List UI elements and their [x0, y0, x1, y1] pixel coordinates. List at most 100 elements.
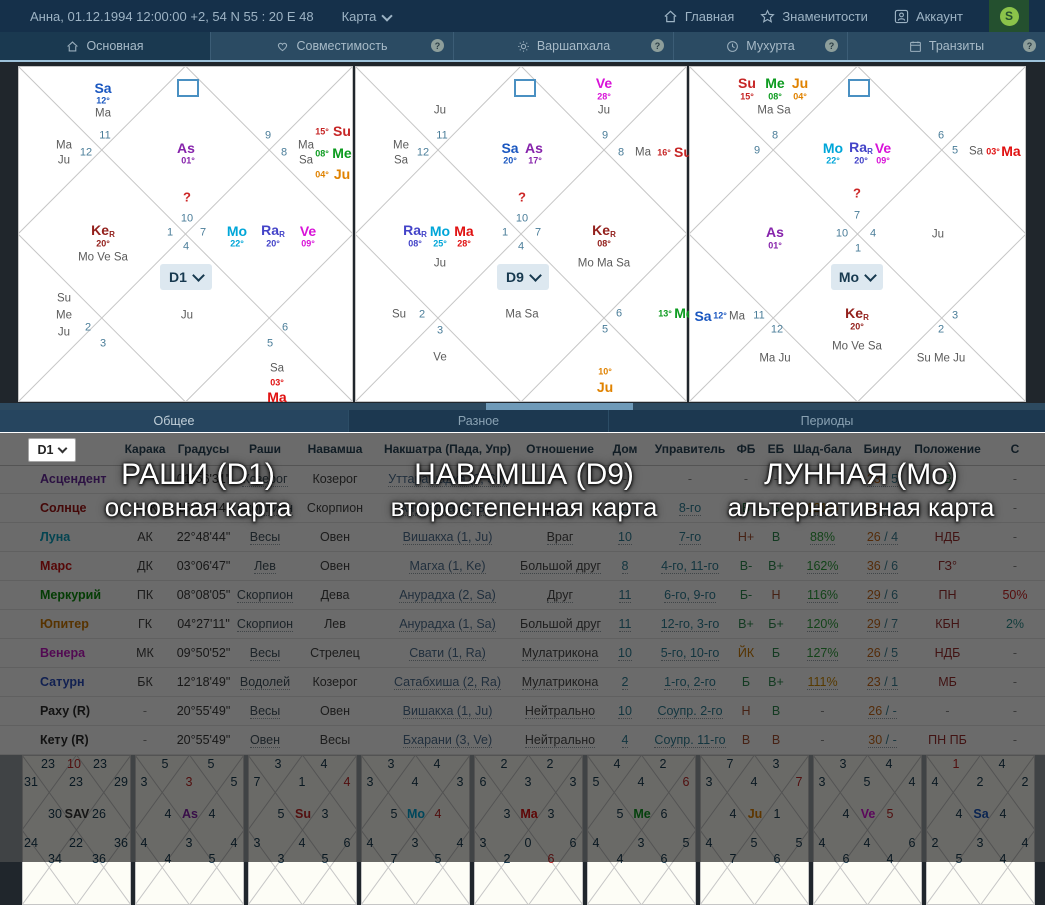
- table-cell[interactable]: 30 / -: [868, 733, 897, 748]
- table-cell[interactable]: 4-го, 11-го: [661, 559, 719, 574]
- table-cell[interactable]: Водолей: [239, 675, 291, 690]
- nav-account[interactable]: Аккаунт: [894, 9, 963, 24]
- table-cell[interactable]: 36 / 6: [866, 559, 899, 574]
- table-cell[interactable]: 10: [618, 646, 632, 661]
- table-cell[interactable]: Соупр. 11-го: [654, 733, 726, 748]
- table-cell[interactable]: 11: [618, 501, 632, 516]
- table-cell[interactable]: 23 / 5: [866, 472, 899, 487]
- table-cell[interactable]: Большой друг: [520, 617, 602, 632]
- chart-variant-select-mo[interactable]: Mo: [831, 264, 883, 290]
- table-cell[interactable]: Вишакха (1, Ju): [402, 704, 493, 719]
- table-cell[interactable]: 23 / 1: [866, 675, 899, 690]
- table-cell[interactable]: Сатабхиша (2, Ra): [393, 675, 501, 690]
- table-cell[interactable]: Анурадха (1, Sa): [399, 617, 496, 632]
- table-cell[interactable]: 120%: [806, 617, 839, 632]
- table-cell[interactable]: Нейтрально: [524, 704, 596, 719]
- table-cell[interactable]: 8: [621, 559, 629, 574]
- planet-degree: 01°: [768, 240, 782, 251]
- chart-checkbox[interactable]: [514, 79, 536, 97]
- tab-muhurta[interactable]: Мухурта ?: [673, 32, 847, 60]
- table-cell[interactable]: Весы: [249, 530, 281, 545]
- mini-chart-ma: 2 2 6 3 3 3 Ma 3 3 0 6 2 6: [474, 755, 583, 905]
- table-cell[interactable]: 111%: [807, 675, 838, 690]
- table-cell[interactable]: Лев: [254, 559, 276, 574]
- table-cell[interactable]: Весы: [249, 646, 281, 661]
- table-cell[interactable]: 29 / 7: [866, 617, 899, 632]
- planet-list: Me: [56, 309, 72, 322]
- nav-celebrities[interactable]: Знаменитости: [760, 9, 868, 24]
- table-cell[interactable]: Магха (1, Ke): [409, 559, 486, 574]
- chart-help-question[interactable]: ?: [183, 189, 191, 205]
- chart-menu-button[interactable]: Карта: [342, 9, 394, 24]
- table-cell[interactable]: Мулатрикона: [521, 646, 599, 661]
- table-cell[interactable]: 29 / 6: [866, 588, 899, 603]
- chart-help-question[interactable]: ?: [853, 185, 861, 201]
- help-icon[interactable]: ?: [1023, 39, 1036, 52]
- table-cell[interactable]: 11: [618, 588, 632, 603]
- subtab-misc[interactable]: Разное: [348, 410, 608, 432]
- horizontal-scrollbar[interactable]: [0, 403, 1045, 410]
- nav-home[interactable]: Главная: [663, 9, 734, 24]
- table-cell[interactable]: 26 / 5: [866, 646, 899, 661]
- table-cell[interactable]: 10: [618, 704, 632, 719]
- table-cell[interactable]: 26 / 4: [866, 530, 899, 545]
- table-cell[interactable]: Скорпион: [236, 588, 294, 603]
- tab-transits[interactable]: Транзиты ?: [847, 32, 1045, 60]
- table-cell[interactable]: 121%: [806, 501, 839, 516]
- table-cell[interactable]: Весы: [249, 704, 281, 719]
- table-cell[interactable]: Скорпион: [236, 501, 294, 516]
- table-cell[interactable]: 2: [621, 675, 629, 690]
- table-cell[interactable]: 26 / -: [868, 704, 897, 719]
- mini-chart-sa: 1 4 4 2 2 4 Sa 4 2 3 4 5 4: [926, 755, 1035, 905]
- tab-compatibility[interactable]: Совместимость ?: [210, 32, 453, 60]
- table-cell[interactable]: 4: [621, 733, 629, 748]
- help-icon[interactable]: ?: [825, 39, 838, 52]
- chart-checkbox[interactable]: [177, 79, 199, 97]
- table-cell[interactable]: Анурадха (4, Sa): [399, 501, 496, 516]
- table-cell[interactable]: Анурадха (2, Sa): [399, 588, 496, 603]
- table-cell[interactable]: Свати (1, Ra): [409, 646, 486, 661]
- help-icon[interactable]: ?: [651, 39, 664, 52]
- table-cell[interactable]: 29 / 4: [866, 501, 899, 516]
- tab-main[interactable]: Основная: [0, 32, 210, 60]
- subtab-general[interactable]: Общее: [0, 410, 348, 432]
- chart-help-question[interactable]: ?: [518, 189, 526, 205]
- table-cell[interactable]: Козерог: [242, 472, 288, 487]
- table-cell[interactable]: Соупр. 2-го: [657, 704, 723, 719]
- table-cell: ГК: [137, 617, 153, 631]
- table-cell[interactable]: 1-го, 2-го: [664, 675, 716, 690]
- table-cell[interactable]: Овен: [249, 733, 281, 748]
- table-cell[interactable]: 5-го, 10-го: [660, 646, 720, 661]
- planet-label: Mo: [822, 140, 844, 156]
- help-icon[interactable]: ?: [431, 39, 444, 52]
- table-cell[interactable]: Друг: [546, 501, 574, 516]
- table-cell[interactable]: Скорпион: [236, 617, 294, 632]
- chart-variant-select-d9[interactable]: D9: [497, 264, 549, 290]
- table-cell[interactable]: Друг: [546, 588, 574, 603]
- table-cell[interactable]: 6-го, 9-го: [664, 588, 716, 603]
- table-cell[interactable]: 7-го: [678, 530, 702, 545]
- chart-checkbox[interactable]: [848, 79, 870, 97]
- tab-varshaphala[interactable]: Варшапхала ?: [453, 32, 673, 60]
- nav-home-label: Главная: [684, 8, 735, 24]
- table-chart-select[interactable]: D1: [28, 438, 76, 462]
- table-cell[interactable]: Большой друг: [520, 559, 602, 574]
- table-cell[interactable]: 162%: [806, 559, 839, 574]
- table-cell[interactable]: Нейтрально: [524, 733, 596, 748]
- table-cell[interactable]: Бхарани (3, Ve): [402, 733, 493, 748]
- table-cell[interactable]: 12-го, 3-го: [660, 617, 720, 632]
- table-cell[interactable]: 116%: [806, 588, 839, 603]
- table-cell[interactable]: 11: [618, 617, 632, 632]
- subtab-periods[interactable]: Периоды: [608, 410, 1045, 432]
- table-cell[interactable]: 10: [618, 530, 632, 545]
- scrollbar-thumb[interactable]: [486, 403, 633, 410]
- balance-button[interactable]: S: [989, 0, 1029, 32]
- chart-variant-select-d1[interactable]: D1: [160, 264, 212, 290]
- table-cell[interactable]: Мулатрикона: [521, 675, 599, 690]
- table-cell[interactable]: Враг: [546, 530, 574, 545]
- table-cell[interactable]: 88%: [809, 530, 836, 545]
- table-cell[interactable]: 127%: [806, 646, 839, 661]
- table-cell[interactable]: Уттарашадха (2, Su): [388, 472, 507, 487]
- table-cell[interactable]: 8-го: [678, 501, 702, 516]
- table-cell[interactable]: Вишакха (1, Ju): [402, 530, 493, 545]
